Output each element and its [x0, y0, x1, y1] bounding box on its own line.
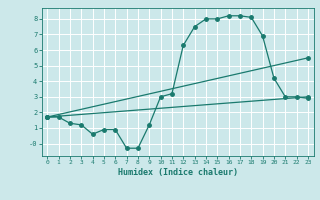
X-axis label: Humidex (Indice chaleur): Humidex (Indice chaleur)	[118, 168, 237, 177]
